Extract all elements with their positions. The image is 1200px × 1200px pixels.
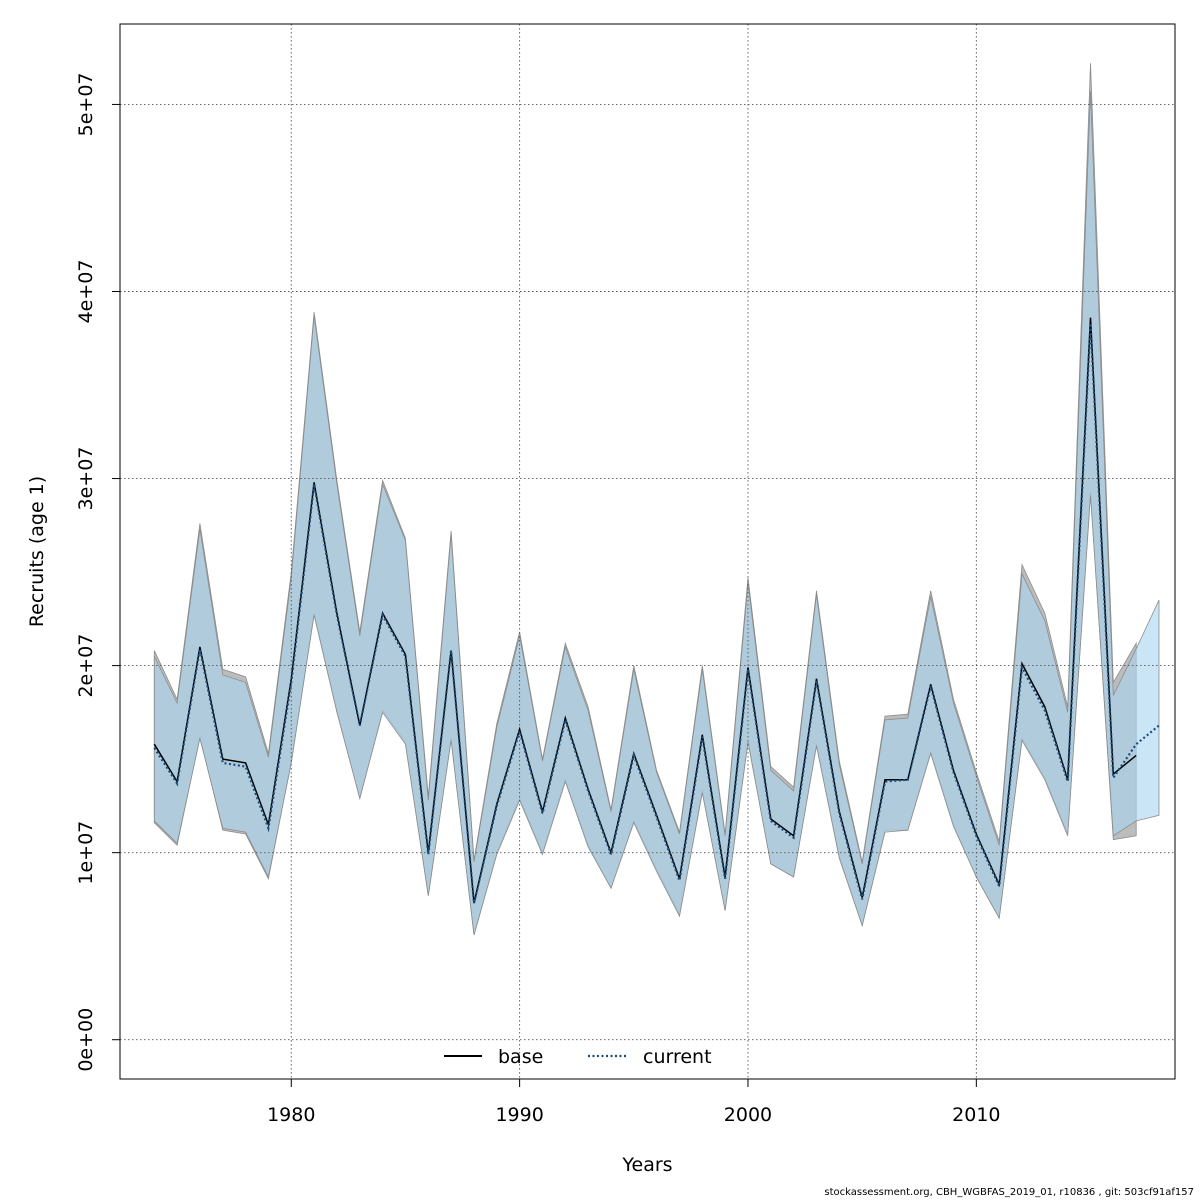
y-tick-label: 0e+00 <box>75 1008 97 1072</box>
x-tick-label: 1980 <box>267 1104 315 1126</box>
x-tick-label: 1990 <box>495 1104 543 1126</box>
x-axis: 1980 1990 2000 2010 <box>267 1079 1001 1126</box>
x-axis-title: Years <box>621 1154 672 1176</box>
legend-label-base: base <box>498 1046 543 1068</box>
y-tick-label: 3e+07 <box>75 447 97 511</box>
x-tick-label: 2010 <box>952 1104 1000 1126</box>
y-tick-label: 5e+07 <box>75 72 97 136</box>
series-lines <box>153 317 1160 904</box>
y-tick-label: 2e+07 <box>75 634 97 698</box>
x-tick-label: 2000 <box>724 1104 772 1126</box>
series-line-current <box>153 323 1160 904</box>
y-tick-label: 4e+07 <box>75 260 97 324</box>
confidence-band-current <box>153 91 1160 936</box>
legend-label-current: current <box>643 1046 712 1068</box>
grid-lines <box>120 24 1175 1079</box>
y-axis: 0e+00 1e+07 2e+07 3e+07 4e+07 5e+07 <box>75 72 120 1072</box>
y-axis-title: Recruits (age 1) <box>26 476 48 627</box>
y-tick-label: 1e+07 <box>75 821 97 885</box>
legend: base current <box>444 1046 712 1068</box>
footer-credit: stockassessment.org, CBH_WGBFAS_2019_01,… <box>824 1187 1194 1198</box>
plot-frame <box>119 23 1176 1080</box>
confidence-bands <box>153 63 1160 936</box>
